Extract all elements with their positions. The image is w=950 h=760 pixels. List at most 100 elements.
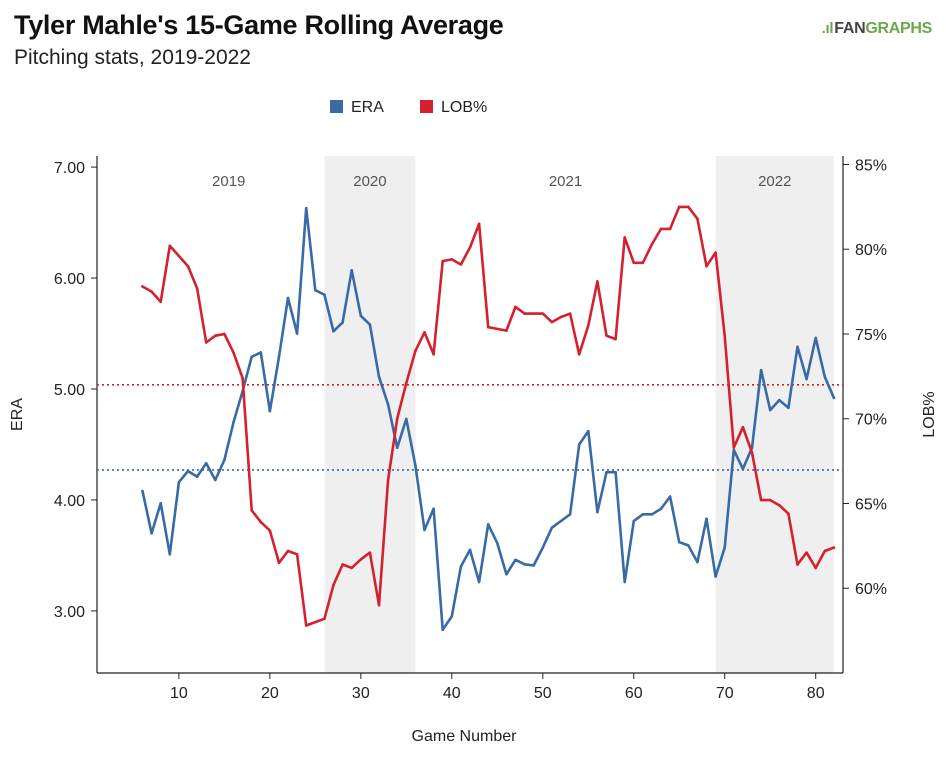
x-tick-label-50: 50 (534, 685, 552, 702)
data-point-era (450, 615, 454, 618)
data-point-lobpct (268, 529, 272, 532)
data-point-era (641, 513, 645, 516)
data-point-era (659, 507, 663, 511)
chart-subtitle: Pitching stats, 2019-2022 (14, 46, 251, 69)
data-point-lobpct (186, 264, 190, 268)
data-point-lobpct (304, 624, 308, 627)
data-point-lobpct (796, 563, 799, 566)
x-tick-label-70: 70 (716, 685, 734, 702)
data-point-lobpct (223, 332, 226, 336)
data-point-lobpct (459, 263, 463, 266)
data-point-era (705, 517, 708, 521)
data-point-lobpct (332, 583, 335, 587)
data-point-era (495, 541, 499, 545)
data-point-lobpct (359, 558, 363, 561)
data-point-era (468, 548, 472, 552)
data-point-era (250, 355, 253, 359)
data-point-lobpct (159, 300, 162, 304)
data-point-lobpct (632, 261, 636, 265)
data-point-lobpct (814, 566, 818, 570)
data-point-lobpct (377, 603, 381, 607)
data-point-era (596, 510, 599, 514)
y-right-tick-label-70: 70% (855, 412, 887, 429)
data-point-era (277, 355, 281, 359)
data-point-lobpct (295, 553, 299, 556)
data-point-era (532, 564, 535, 567)
data-point-era (141, 489, 144, 493)
data-point-era (687, 544, 690, 547)
data-point-era (623, 580, 626, 584)
legend-swatch-lobpct (420, 100, 433, 113)
data-point-lobpct (614, 337, 617, 341)
y-left-tick-label-5: 5.00 (54, 382, 85, 399)
y-right-tick-label-85: 85% (855, 157, 887, 174)
data-point-lobpct (177, 254, 181, 258)
data-point-era (395, 446, 399, 450)
data-point-era (168, 552, 172, 556)
data-point-era (405, 417, 408, 421)
data-point-lobpct (414, 349, 417, 353)
data-point-era (368, 323, 372, 326)
data-point-era (550, 526, 554, 529)
x-tick-label-10: 10 (170, 685, 188, 702)
data-point-lobpct (195, 286, 199, 290)
data-point-era (332, 329, 335, 333)
legend-swatch-era (330, 100, 343, 113)
data-point-era (295, 332, 299, 335)
data-point-lobpct (832, 546, 836, 549)
data-point-era (650, 513, 654, 516)
data-point-lobpct (386, 478, 390, 482)
data-point-era (732, 448, 736, 452)
data-point-era (714, 575, 717, 578)
data-point-lobpct (395, 417, 399, 421)
data-point-lobpct (405, 381, 408, 385)
data-point-lobpct (314, 620, 317, 624)
data-point-lobpct (759, 498, 763, 502)
season-shade-2022 (715, 156, 834, 673)
y-left-tick-label-4: 4.00 (54, 493, 85, 510)
data-point-era (805, 377, 808, 381)
logo-bars-icon: .ıl (821, 20, 834, 37)
data-point-lobpct (723, 334, 727, 337)
data-point-lobpct (259, 520, 263, 524)
season-label-2021: 2021 (549, 173, 582, 190)
data-point-era (814, 336, 818, 340)
chart-title: Tyler Mahle's 15-Game Rolling Average (14, 10, 504, 40)
data-point-era (186, 469, 190, 473)
data-point-era (832, 396, 836, 400)
data-point-era (150, 531, 153, 535)
fangraphs-logo[interactable]: .ılFANGRAPHS (821, 20, 933, 38)
data-point-era (696, 560, 699, 564)
data-point-era (232, 420, 235, 424)
data-point-lobpct (141, 285, 144, 288)
data-point-lobpct (286, 549, 290, 553)
data-point-lobpct (368, 551, 372, 554)
data-point-lobpct (705, 264, 708, 268)
data-point-era (559, 519, 563, 523)
data-point-lobpct (486, 325, 490, 329)
data-point-lobpct (714, 251, 717, 254)
data-point-lobpct (550, 320, 554, 324)
data-point-lobpct (787, 512, 790, 515)
data-point-lobpct (423, 330, 426, 334)
data-point-lobpct (768, 498, 772, 502)
data-point-era (768, 408, 772, 412)
data-point-lobpct (523, 312, 526, 315)
x-tick-label-60: 60 (625, 685, 643, 702)
data-point-lobpct (596, 280, 599, 283)
data-point-lobpct (350, 566, 354, 570)
data-point-era (159, 501, 162, 505)
data-point-era (268, 409, 272, 413)
data-point-era (605, 470, 608, 474)
data-point-lobpct (577, 353, 581, 356)
season-label-2022: 2022 (758, 173, 791, 190)
data-point-lobpct (532, 312, 535, 315)
data-point-era (668, 495, 672, 498)
data-point-era (514, 558, 517, 562)
logo-text-fan: FAN (834, 20, 866, 37)
data-point-lobpct (659, 227, 663, 231)
data-point-era (787, 406, 790, 410)
data-point-lobpct (477, 222, 481, 226)
data-point-era (177, 480, 181, 484)
data-point-era (377, 375, 381, 379)
